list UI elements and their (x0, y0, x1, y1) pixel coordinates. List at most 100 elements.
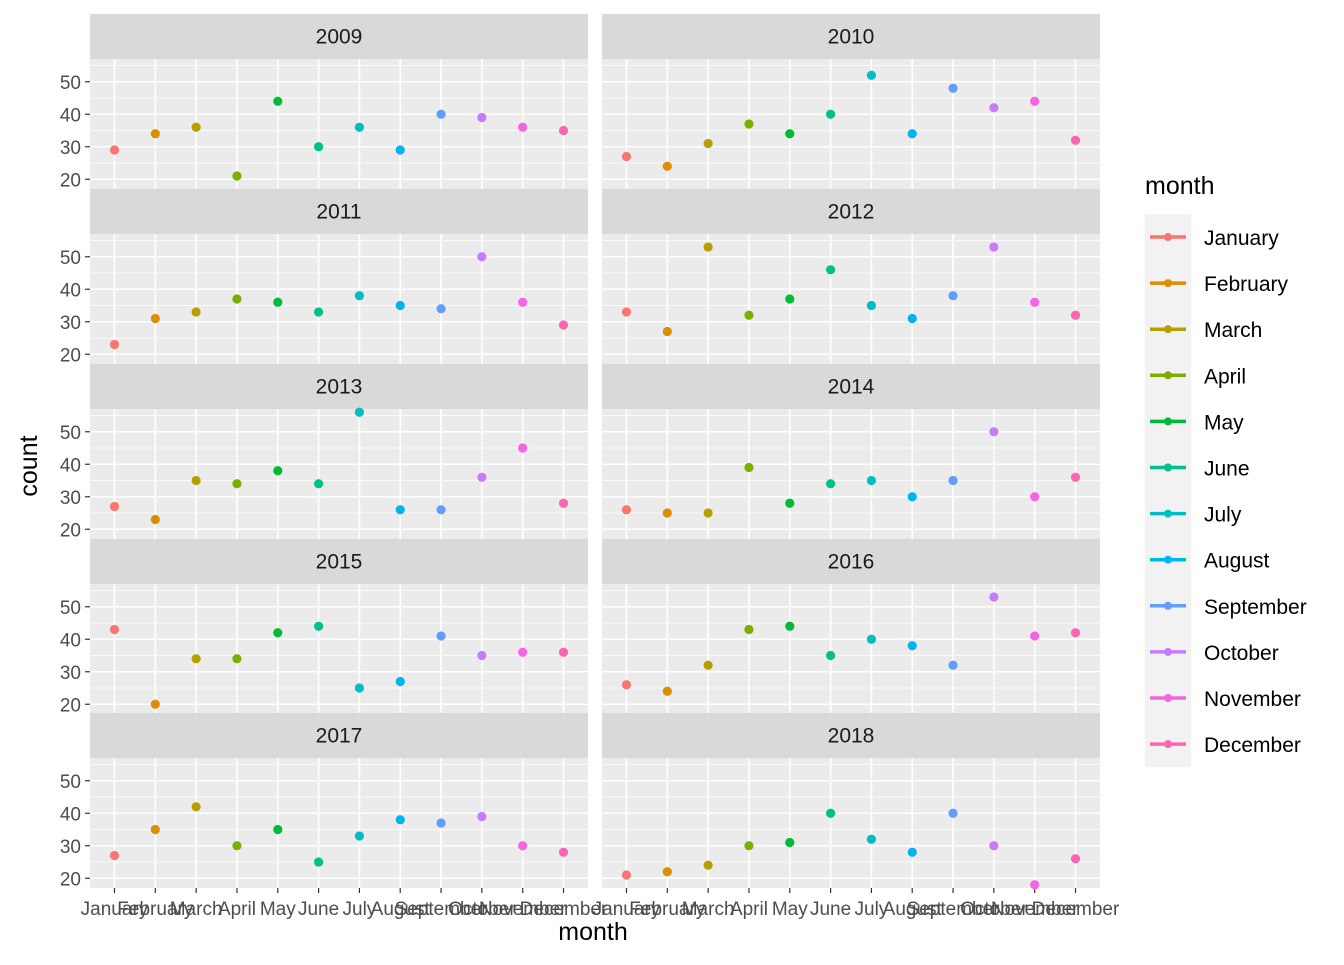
data-point-april (744, 841, 754, 851)
data-point-may (785, 129, 795, 139)
data-point-january (621, 680, 632, 690)
data-point-january (109, 145, 120, 155)
y-tick-label: 20 (60, 170, 81, 191)
x-tick-label: November (991, 899, 1079, 920)
x-tick-label: January (81, 899, 149, 920)
data-point-november (518, 841, 528, 851)
facet-strip (602, 189, 1100, 234)
data-point-november (518, 647, 528, 657)
x-tick-label: July (855, 899, 889, 920)
y-tick-label: 20 (60, 695, 81, 716)
legend-label-september: September (1204, 596, 1307, 619)
data-point-august (907, 847, 917, 857)
data-point-march (703, 138, 713, 149)
data-point-july (866, 634, 877, 644)
y-tick-label: 20 (60, 869, 81, 890)
data-point-november (1030, 492, 1040, 502)
x-tick-label: October (960, 899, 1028, 920)
data-point-may (273, 628, 283, 638)
x-tick-label: February (629, 899, 706, 920)
data-point-august (395, 676, 405, 687)
data-point-january (109, 501, 120, 512)
facet-strip-label: 2015 (316, 551, 363, 574)
y-tick-label: 30 (60, 138, 81, 159)
data-point-august (907, 641, 917, 651)
legend-label-november: November (1204, 688, 1301, 711)
data-point-october (477, 252, 487, 262)
data-point-january (621, 505, 632, 515)
data-point-june (825, 479, 836, 489)
data-point-december (558, 498, 569, 508)
x-tick-label: April (730, 899, 768, 920)
data-point-march (191, 802, 201, 812)
panel-background (90, 409, 588, 539)
x-tick-label: December (520, 899, 608, 920)
data-point-march (191, 307, 201, 317)
data-point-july (866, 834, 877, 844)
data-point-february (150, 313, 160, 324)
legend-label-october: October (1204, 642, 1279, 665)
facet-strip-label: 2018 (828, 725, 875, 748)
data-point-october (477, 112, 487, 123)
x-tick-label: June (810, 899, 851, 920)
data-point-february (150, 824, 160, 835)
facet-strip (90, 364, 588, 409)
data-point-january (109, 850, 120, 861)
facet-panel-2012: 2012 (602, 189, 1100, 364)
data-point-july (354, 831, 365, 841)
y-tick-label: 20 (60, 345, 81, 366)
data-point-april (744, 310, 754, 320)
data-point-september (948, 808, 958, 818)
data-point-december (558, 647, 569, 657)
legend-key-point (1164, 694, 1172, 702)
x-tick-label: November (479, 899, 567, 920)
legend-title: month (1145, 172, 1214, 200)
data-point-october (477, 811, 487, 822)
data-point-september (436, 818, 446, 828)
data-point-october (477, 472, 487, 482)
facet-strip (90, 539, 588, 584)
legend-label-july: July (1204, 504, 1242, 527)
data-point-april (232, 479, 242, 489)
x-axis-title: month (558, 918, 627, 946)
data-point-april (232, 171, 242, 181)
facet-strip (90, 189, 588, 234)
data-point-march (703, 660, 713, 670)
x-tick-label: September (907, 899, 1001, 920)
data-point-july (354, 683, 365, 693)
panel-background (90, 758, 588, 888)
data-point-december (558, 847, 569, 857)
data-point-may (273, 824, 283, 835)
facet-strip-label: 2009 (316, 26, 363, 49)
panel-background (90, 584, 588, 714)
facet-panel-2010: 2010 (602, 14, 1100, 189)
legend-key-point (1164, 417, 1172, 426)
data-point-january (621, 307, 632, 317)
facet-strip-label: 2012 (828, 201, 875, 224)
legend-key-point (1164, 463, 1172, 472)
data-point-may (273, 96, 283, 106)
data-point-july (354, 122, 365, 132)
y-tick-label: 40 (60, 630, 81, 651)
data-point-december (558, 125, 569, 136)
data-point-april (232, 294, 242, 304)
legend-key-point (1164, 601, 1172, 610)
data-point-february (662, 867, 672, 877)
data-point-november (518, 122, 528, 132)
legend-label-august: August (1204, 550, 1270, 573)
facet-strip-label: 2017 (316, 725, 363, 748)
data-point-october (989, 103, 999, 113)
facet-panel-2014: 2014 (602, 364, 1100, 539)
legend-label-may: May (1204, 411, 1244, 434)
facet-strip (602, 539, 1100, 584)
data-point-september (436, 631, 446, 641)
legend: month January February March April May June Jul… (1145, 172, 1307, 768)
data-point-december (1070, 854, 1081, 864)
data-point-may (273, 297, 283, 307)
panel-background (90, 59, 588, 189)
legend-key-point (1164, 555, 1172, 564)
y-tick-label: 40 (60, 804, 81, 825)
